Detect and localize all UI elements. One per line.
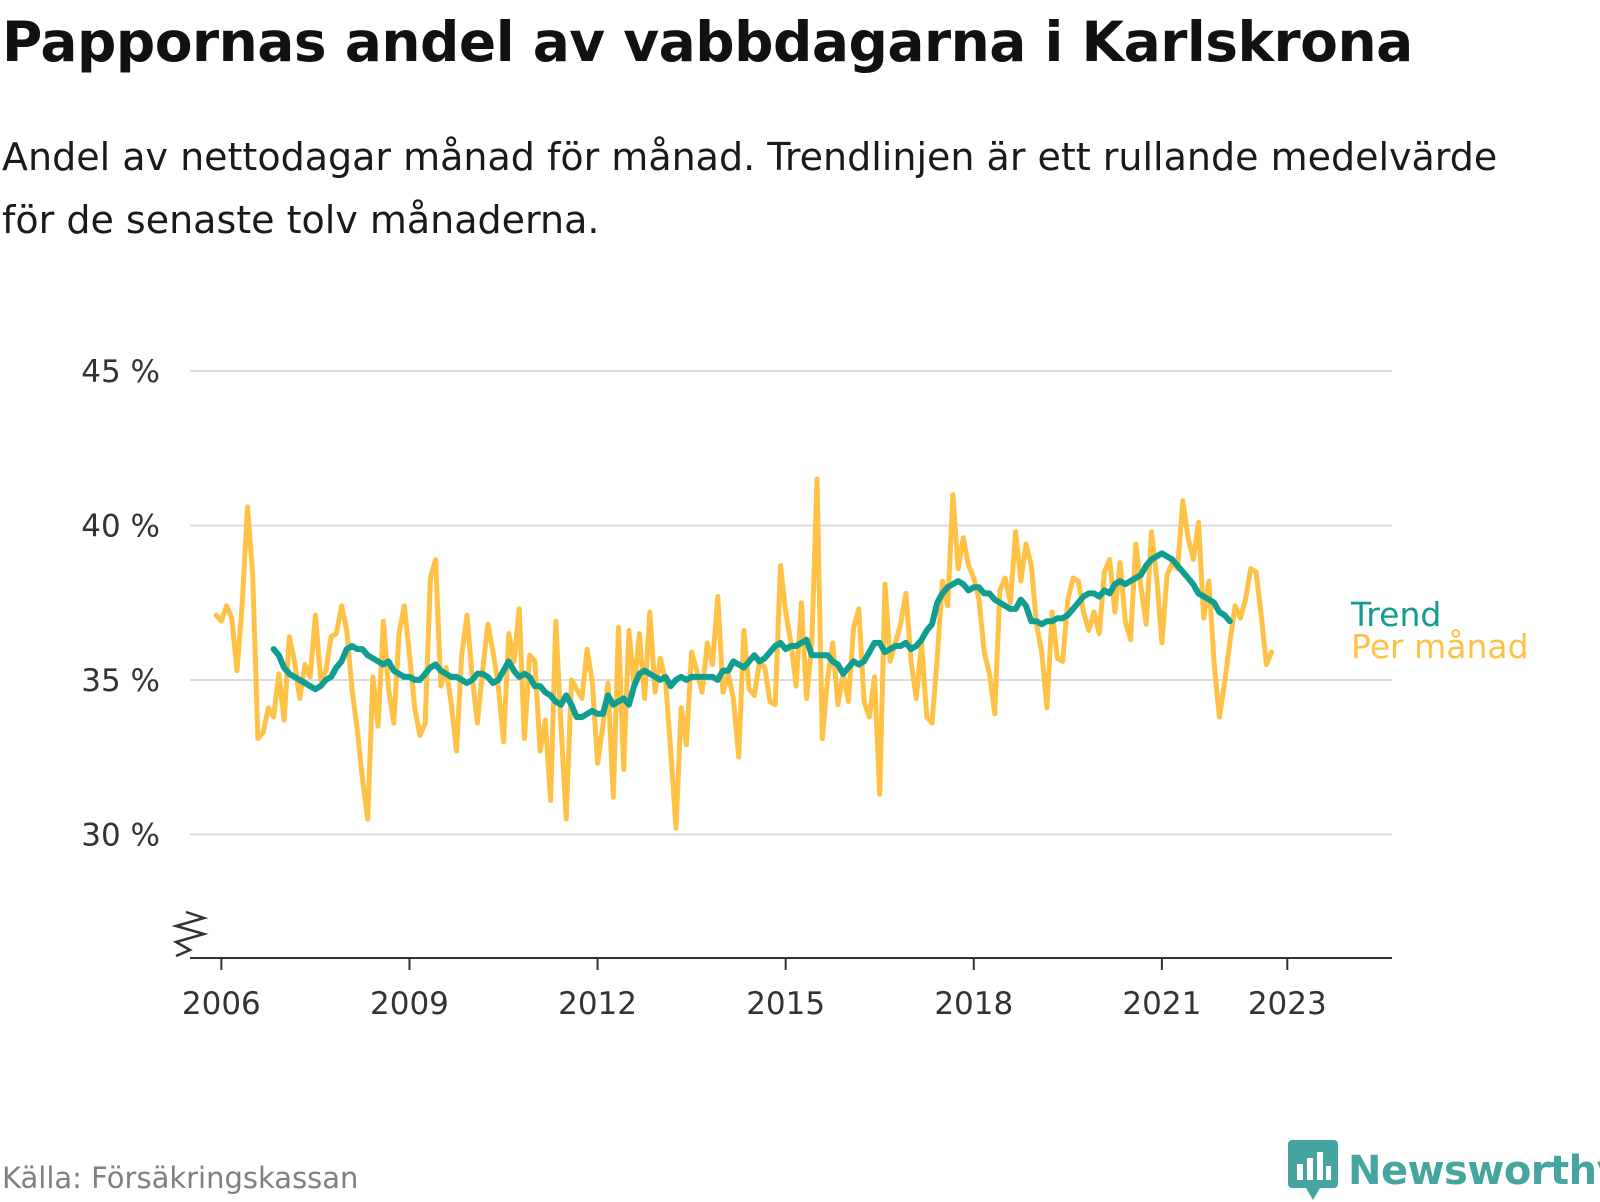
source-note: Källa: Försäkringskassan <box>2 1161 359 1195</box>
y-tick-label-45: 45 % <box>81 354 160 390</box>
line-chart: 30 % 35 % 40 % 45 % 2006 2009 2012 2015 2018 2021… <box>81 354 1529 1022</box>
series-line-per-manad <box>213 476 1275 831</box>
y-tick-label-35: 35 % <box>81 663 160 699</box>
legend-label-per-manad: Per månad <box>1351 627 1529 666</box>
brand-name: Newsworthy <box>1348 1148 1600 1194</box>
x-tick-label-2009: 2009 <box>370 986 449 1022</box>
legend-label-trend: Trend <box>1350 595 1441 634</box>
x-tick-label-2006: 2006 <box>182 986 261 1022</box>
x-tick-label-2015: 2015 <box>746 986 825 1022</box>
chart-title: Pappornas andel av vabbdagarna i Karlskr… <box>2 10 1413 74</box>
chart-subtitle: Andel av nettodagar månad för månad. Tre… <box>2 135 1498 242</box>
x-tick-label-2018: 2018 <box>934 986 1013 1022</box>
y-tick-label-30: 30 % <box>81 817 160 853</box>
x-tick-label-2012: 2012 <box>558 986 637 1022</box>
newsworthy-icon <box>1288 1140 1338 1200</box>
x-tick-label-2021: 2021 <box>1122 986 1201 1022</box>
y-tick-label-40: 40 % <box>81 508 160 544</box>
newsworthy-logo: Newsworthy <box>1288 1140 1600 1202</box>
axis-break-icon <box>171 910 209 958</box>
series-line-trend <box>270 550 1233 720</box>
x-tick-label-2023: 2023 <box>1248 986 1327 1022</box>
